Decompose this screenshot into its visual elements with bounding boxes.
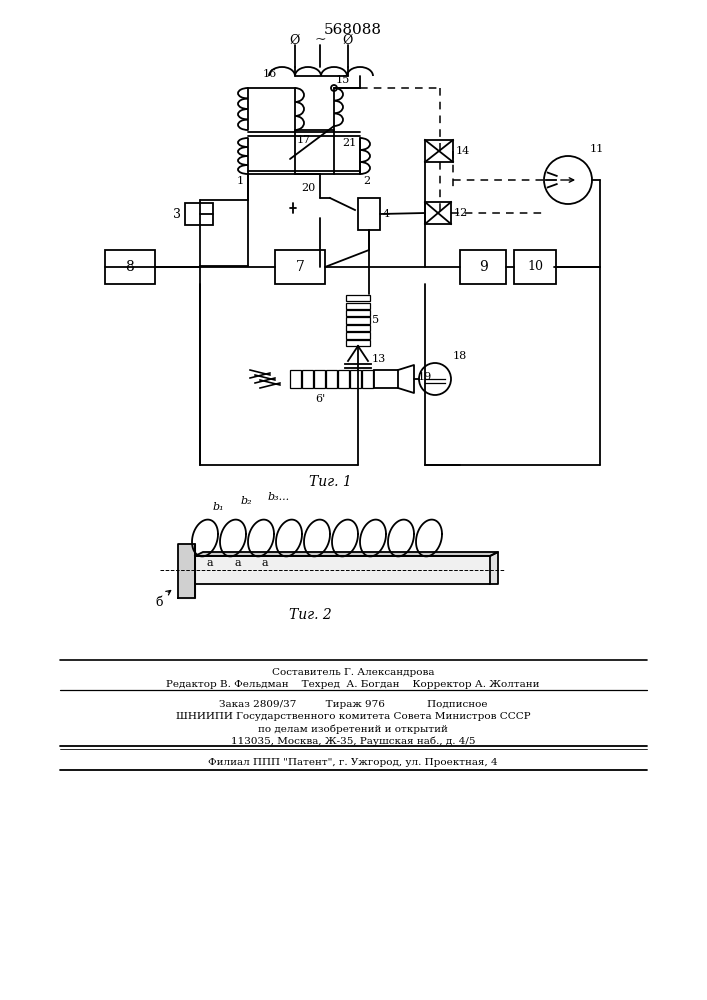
Text: 10: 10 bbox=[527, 260, 543, 273]
Bar bbox=[346, 340, 370, 346]
Polygon shape bbox=[178, 544, 195, 598]
Text: 16: 16 bbox=[263, 69, 277, 79]
Text: 19: 19 bbox=[418, 372, 432, 382]
Text: 7: 7 bbox=[296, 260, 305, 274]
Text: 15: 15 bbox=[336, 75, 350, 85]
Bar bbox=[346, 325, 370, 331]
Text: b₃...: b₃... bbox=[268, 492, 290, 502]
Bar bbox=[425, 140, 453, 162]
Text: a: a bbox=[235, 558, 241, 568]
Text: b₂: b₂ bbox=[240, 496, 252, 506]
Bar bbox=[338, 370, 349, 388]
Bar bbox=[425, 202, 451, 224]
Text: Τиг. 2: Τиг. 2 bbox=[288, 608, 332, 622]
Text: ШНИИПИ Государственного комитета Совета Министров СССР: ШНИИПИ Государственного комитета Совета … bbox=[175, 712, 530, 721]
Text: a: a bbox=[262, 558, 269, 568]
Bar bbox=[358, 198, 380, 230]
Text: 20: 20 bbox=[300, 183, 315, 193]
Text: Филиал ППП "Патент", г. Ужгород, ул. Проектная, 4: Филиал ППП "Патент", г. Ужгород, ул. Про… bbox=[208, 758, 498, 767]
Text: 17: 17 bbox=[297, 135, 311, 145]
Text: по делам изобретений и открытий: по делам изобретений и открытий bbox=[258, 724, 448, 734]
Bar bbox=[290, 370, 301, 388]
Polygon shape bbox=[195, 552, 498, 556]
Text: 2: 2 bbox=[363, 176, 370, 186]
Polygon shape bbox=[195, 556, 490, 584]
Bar bbox=[346, 310, 370, 316]
Bar bbox=[346, 295, 370, 301]
Bar bbox=[362, 370, 373, 388]
Text: 14: 14 bbox=[456, 146, 470, 156]
Text: 4: 4 bbox=[383, 209, 390, 219]
Bar bbox=[350, 370, 361, 388]
Text: 3: 3 bbox=[173, 208, 181, 221]
Text: b₁: b₁ bbox=[212, 502, 224, 512]
Polygon shape bbox=[490, 552, 498, 584]
Text: 5: 5 bbox=[372, 315, 379, 325]
Text: 13: 13 bbox=[372, 354, 386, 364]
Bar bbox=[185, 203, 213, 225]
Text: 113035, Москва, Ж-35, Раушская наб., д. 4/5: 113035, Москва, Ж-35, Раушская наб., д. … bbox=[230, 736, 475, 746]
Text: 6': 6' bbox=[315, 394, 325, 404]
Text: a: a bbox=[206, 558, 214, 568]
Text: Редактор В. Фельдман    Техред  А. Богдан    Корректор А. Жолтани: Редактор В. Фельдман Техред А. Богдан Ко… bbox=[166, 680, 539, 689]
Bar bbox=[105, 250, 155, 284]
Bar bbox=[346, 332, 370, 339]
Bar bbox=[460, 250, 506, 284]
Bar bbox=[302, 370, 313, 388]
Bar bbox=[326, 370, 337, 388]
Text: 11: 11 bbox=[590, 144, 604, 154]
Text: Заказ 2809/37         Тираж 976             Подписное: Заказ 2809/37 Тираж 976 Подписное bbox=[218, 700, 487, 709]
Text: Ø: Ø bbox=[290, 33, 300, 46]
Text: Составитель Г. Александрова: Составитель Г. Александрова bbox=[271, 668, 434, 677]
Text: 18: 18 bbox=[453, 351, 467, 361]
Bar bbox=[314, 370, 325, 388]
Text: 12: 12 bbox=[454, 208, 468, 218]
Bar bbox=[346, 303, 370, 309]
Text: 1: 1 bbox=[237, 176, 244, 186]
Text: 568088: 568088 bbox=[324, 23, 382, 37]
Text: б: б bbox=[156, 596, 163, 609]
Text: 8: 8 bbox=[126, 260, 134, 274]
Text: 21: 21 bbox=[342, 137, 356, 147]
Bar bbox=[275, 250, 325, 284]
Bar bbox=[514, 250, 556, 284]
Text: Τиг. 1: Τиг. 1 bbox=[309, 475, 351, 489]
Text: 9: 9 bbox=[479, 260, 487, 274]
Bar bbox=[346, 317, 370, 324]
Text: ~: ~ bbox=[314, 33, 326, 47]
Text: Ø: Ø bbox=[343, 33, 354, 46]
Bar bbox=[374, 370, 398, 388]
